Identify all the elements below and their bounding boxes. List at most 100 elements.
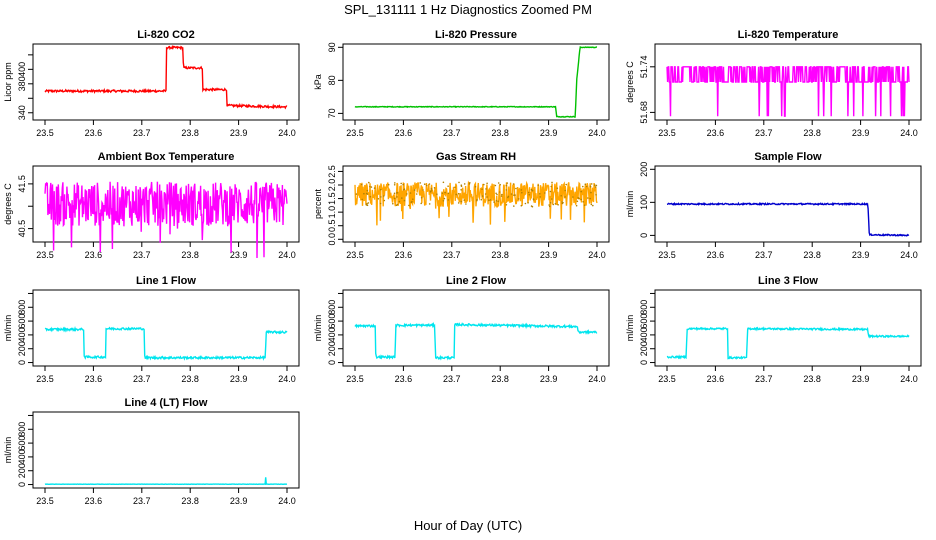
- series-point: [410, 201, 413, 203]
- x-tick-label: 23.8: [181, 496, 199, 506]
- series-point: [580, 190, 582, 193]
- y-tick-label: 800: [327, 300, 337, 315]
- plot-frame: [32, 289, 300, 367]
- series-point: [584, 183, 587, 185]
- series-point: [420, 196, 423, 199]
- y-tick-label: 200: [327, 341, 337, 356]
- x-tick-label: 23.6: [85, 374, 103, 384]
- series-point: [428, 203, 431, 205]
- chart-panel-8: Line 2 Flow 23.5 23.6 23.7 23.8 23.9 24.0 0 2004…: [313, 275, 610, 384]
- x-tick-label: 23.6: [395, 374, 413, 384]
- chart-panel-3: Li-820 Temperature 23.5 23.6 23.7 23.8 23.9 24…: [625, 29, 922, 138]
- series-point: [486, 182, 488, 185]
- series-point: [510, 193, 513, 195]
- x-tick-label: 23.8: [181, 250, 199, 260]
- series-point: [460, 185, 463, 187]
- series-point: [505, 204, 508, 206]
- x-tick-label: 23.6: [395, 128, 413, 138]
- series-point: [403, 199, 406, 202]
- series-point: [515, 187, 517, 190]
- series-point: [507, 195, 510, 198]
- chart-title: Li-820 CO2: [137, 29, 194, 41]
- y-tick-label: 380: [17, 76, 27, 91]
- x-tick-label: 23.6: [707, 374, 725, 384]
- series-point: [447, 192, 450, 195]
- chart-title: Line 3 Flow: [758, 275, 818, 287]
- series-point: [380, 196, 382, 198]
- series-point: [500, 195, 503, 197]
- x-tick-label: 23.7: [755, 250, 773, 260]
- x-tick-label: 23.8: [181, 374, 199, 384]
- series-line: [44, 326, 288, 361]
- y-tick-label: 200: [17, 341, 27, 356]
- x-tick-label: 23.5: [36, 374, 54, 384]
- y-tick-label: 600: [639, 314, 649, 329]
- series-point: [589, 197, 591, 200]
- series-point: [520, 189, 523, 191]
- series-point: [564, 196, 566, 198]
- series-point: [454, 186, 456, 189]
- series-point: [539, 196, 541, 198]
- x-tick-label: 23.8: [491, 374, 509, 384]
- series-point: [360, 183, 363, 186]
- series-point: [483, 183, 485, 186]
- chart-panel-1: Li-820 CO2 23.5 23.6 23.7 23.8 23.9 24.0 340 380…: [3, 29, 300, 138]
- series-point: [575, 204, 578, 207]
- y-tick-label: 200: [639, 162, 649, 177]
- series-point: [402, 183, 405, 186]
- series-point: [505, 184, 508, 187]
- y-tick-label: 600: [327, 314, 337, 329]
- plot-frame: [32, 165, 300, 243]
- series-point: [585, 185, 588, 188]
- series-point: [369, 195, 372, 198]
- x-tick-label: 23.9: [230, 374, 248, 384]
- y-tick-label: 0: [327, 360, 337, 365]
- x-tick-label: 24.0: [278, 250, 296, 260]
- y-tick-label: 1.0: [327, 206, 337, 219]
- series-point: [455, 193, 458, 196]
- series-point: [528, 194, 530, 196]
- series-line: [44, 477, 288, 486]
- series-point: [460, 200, 463, 203]
- series-line: [354, 45, 598, 118]
- x-tick-label: 23.7: [443, 374, 461, 384]
- series-point: [537, 184, 539, 187]
- chart-title: Line 1 Flow: [136, 275, 196, 287]
- series-point: [355, 193, 358, 195]
- series-point: [527, 191, 530, 194]
- x-tick-label: 23.5: [346, 128, 364, 138]
- x-tick-label: 24.0: [900, 374, 918, 384]
- x-tick-label: 24.0: [278, 374, 296, 384]
- series-point: [577, 197, 579, 199]
- series-point: [488, 199, 490, 202]
- series-point: [413, 189, 416, 191]
- x-tick-label: 23.9: [852, 374, 870, 384]
- y-axis-label: ml/min: [625, 315, 635, 342]
- x-tick-label: 24.0: [900, 128, 918, 138]
- series-point: [366, 202, 368, 205]
- y-tick-label: 200: [639, 341, 649, 356]
- x-tick-label: 23.8: [803, 374, 821, 384]
- series-point: [379, 202, 382, 205]
- x-tick-label: 24.0: [278, 496, 296, 506]
- series-point: [493, 201, 495, 203]
- x-tick-label: 23.6: [707, 128, 725, 138]
- series-line: [666, 326, 910, 360]
- x-tick-label: 23.9: [230, 496, 248, 506]
- series-point: [550, 185, 552, 188]
- series-point: [394, 182, 396, 184]
- x-tick-label: 23.8: [491, 250, 509, 260]
- series-point: [561, 201, 563, 203]
- series-point: [576, 200, 579, 203]
- series-point: [524, 202, 527, 205]
- series-point: [551, 198, 553, 200]
- series-point: [582, 201, 584, 203]
- y-tick-label: 400: [639, 327, 649, 342]
- x-tick-label: 23.8: [491, 128, 509, 138]
- y-tick-label: 340: [17, 105, 27, 120]
- series-point: [594, 186, 597, 188]
- series-point: [530, 205, 533, 207]
- series-point: [496, 193, 498, 196]
- x-tick-label: 23.6: [707, 250, 725, 260]
